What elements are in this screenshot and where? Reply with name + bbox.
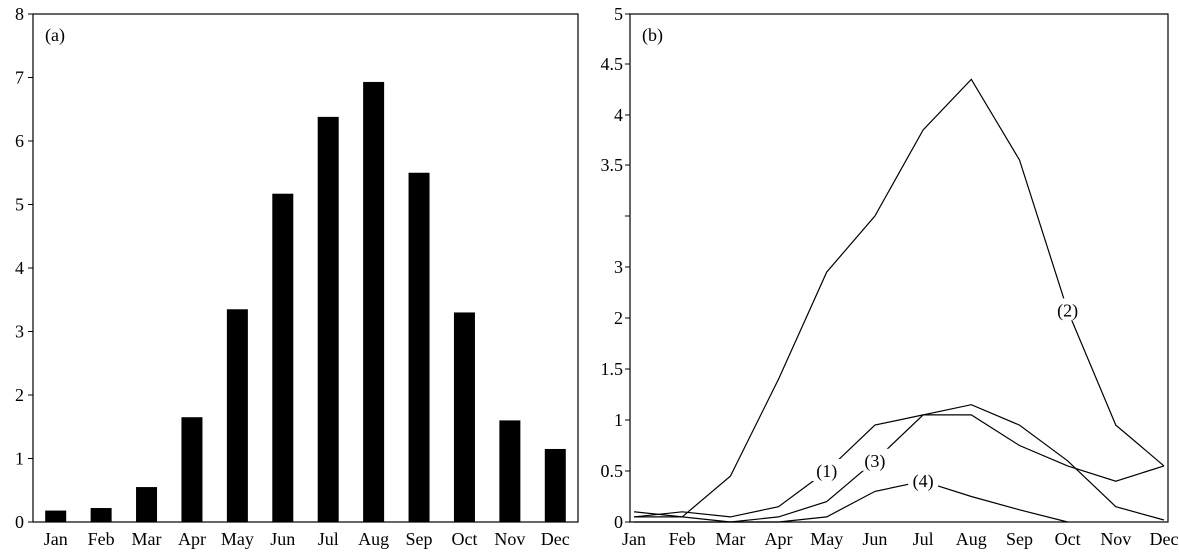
bar bbox=[499, 420, 521, 522]
x-tick-label: Jul bbox=[318, 529, 339, 549]
y-tick-label: 0 bbox=[614, 512, 623, 532]
y-tick-label: 5 bbox=[15, 195, 24, 215]
x-tick-label: Aug bbox=[358, 529, 389, 549]
y-tick-label: 0.5 bbox=[601, 461, 624, 481]
y-tick-label: 3 bbox=[614, 257, 623, 277]
bar bbox=[363, 81, 385, 522]
bar-chart: 0 1 2 3 4 5 6 7 8 Jan Feb Mar Apr May Jun Jul Aug Sep Oct N… bbox=[15, 4, 579, 549]
x-tick-label: Jan bbox=[44, 529, 68, 549]
bar bbox=[90, 508, 112, 522]
series-line bbox=[633, 78, 1165, 518]
x-tick-label: Oct bbox=[451, 529, 477, 549]
x-tick-label: May bbox=[810, 529, 843, 549]
y-tick-label: 6 bbox=[15, 131, 24, 151]
x-tick-label: Sep bbox=[1006, 529, 1033, 549]
series-label-bg bbox=[908, 469, 939, 492]
series-label-bg bbox=[1052, 298, 1083, 321]
series-label: (1) bbox=[816, 461, 837, 482]
x-tick-label: Oct bbox=[1055, 529, 1081, 549]
x-tick-label: Nov bbox=[1100, 529, 1131, 549]
bar bbox=[136, 487, 158, 522]
y-tick-label: 8 bbox=[15, 4, 24, 24]
x-tick-label: Mar bbox=[132, 529, 162, 549]
panel-label: (a) bbox=[45, 25, 65, 46]
y-tick-label: 3.5 bbox=[601, 155, 624, 175]
x-tick-label: Nov bbox=[494, 529, 525, 549]
y-tick-label: 1 bbox=[614, 410, 623, 430]
x-tick-label: Jun bbox=[270, 529, 295, 549]
y-tick-label: 2 bbox=[614, 308, 623, 328]
line-chart: 0 0.5 1 1.5 2 3 3.5 4 4.5 5 Jan Feb Mar Apr May Jun Jul A… bbox=[601, 4, 1179, 549]
y-tick-label: 4.5 bbox=[601, 54, 624, 74]
series-line bbox=[633, 414, 1165, 518]
chart-panel-b: 0 0.5 1 1.5 2 3 3.5 4 4.5 5 Jan Feb Mar Apr May Jun Jul A… bbox=[589, 0, 1179, 551]
y-tick-label: 4 bbox=[15, 258, 24, 278]
y-tick-label: 1.5 bbox=[601, 359, 624, 379]
y-tick-label: 5 bbox=[614, 4, 623, 24]
panel-label: (b) bbox=[642, 25, 663, 46]
y-tick-label: 2 bbox=[15, 385, 24, 405]
series-label: (4) bbox=[913, 471, 934, 492]
x-tick-label: Mar bbox=[715, 529, 745, 549]
bar bbox=[45, 510, 67, 522]
x-tick-label: Aug bbox=[956, 529, 987, 549]
x-tick-label: Sep bbox=[406, 529, 433, 549]
y-tick-label: 4 bbox=[614, 105, 623, 125]
plot-frame bbox=[629, 13, 1169, 523]
bar bbox=[317, 116, 339, 523]
series-label: (3) bbox=[864, 451, 885, 472]
y-tick-label: 1 bbox=[15, 449, 24, 469]
chart-panel-a: 0 1 2 3 4 5 6 7 8 Jan Feb Mar Apr May Jun Jul Aug Sep Oct N… bbox=[0, 0, 589, 551]
bar bbox=[453, 312, 475, 522]
x-tick-label: Apr bbox=[765, 529, 793, 549]
x-tick-label: Jan bbox=[622, 529, 646, 549]
x-tick-label: Apr bbox=[178, 529, 206, 549]
series-label-bg bbox=[859, 448, 890, 471]
y-tick-label: 0 bbox=[15, 512, 24, 532]
series-label: (2) bbox=[1057, 300, 1078, 321]
x-tick-label: Feb bbox=[669, 529, 696, 549]
x-tick-label: Jun bbox=[862, 529, 887, 549]
bar bbox=[272, 193, 294, 522]
series-line bbox=[634, 404, 1165, 523]
bar bbox=[181, 417, 203, 522]
series-line bbox=[634, 480, 1068, 523]
y-tick-label: 7 bbox=[15, 68, 24, 88]
x-tick-label: Dec bbox=[1150, 529, 1179, 549]
bar bbox=[226, 309, 248, 522]
y-tick-label: 3 bbox=[15, 322, 24, 342]
plot-frame bbox=[32, 13, 579, 523]
x-tick-label: Dec bbox=[541, 529, 570, 549]
x-tick-label: Feb bbox=[88, 529, 115, 549]
series-label-bg bbox=[811, 459, 842, 481]
x-tick-label: May bbox=[221, 529, 254, 549]
bar bbox=[544, 448, 566, 522]
bar bbox=[408, 172, 430, 522]
x-tick-label: Jul bbox=[913, 529, 934, 549]
